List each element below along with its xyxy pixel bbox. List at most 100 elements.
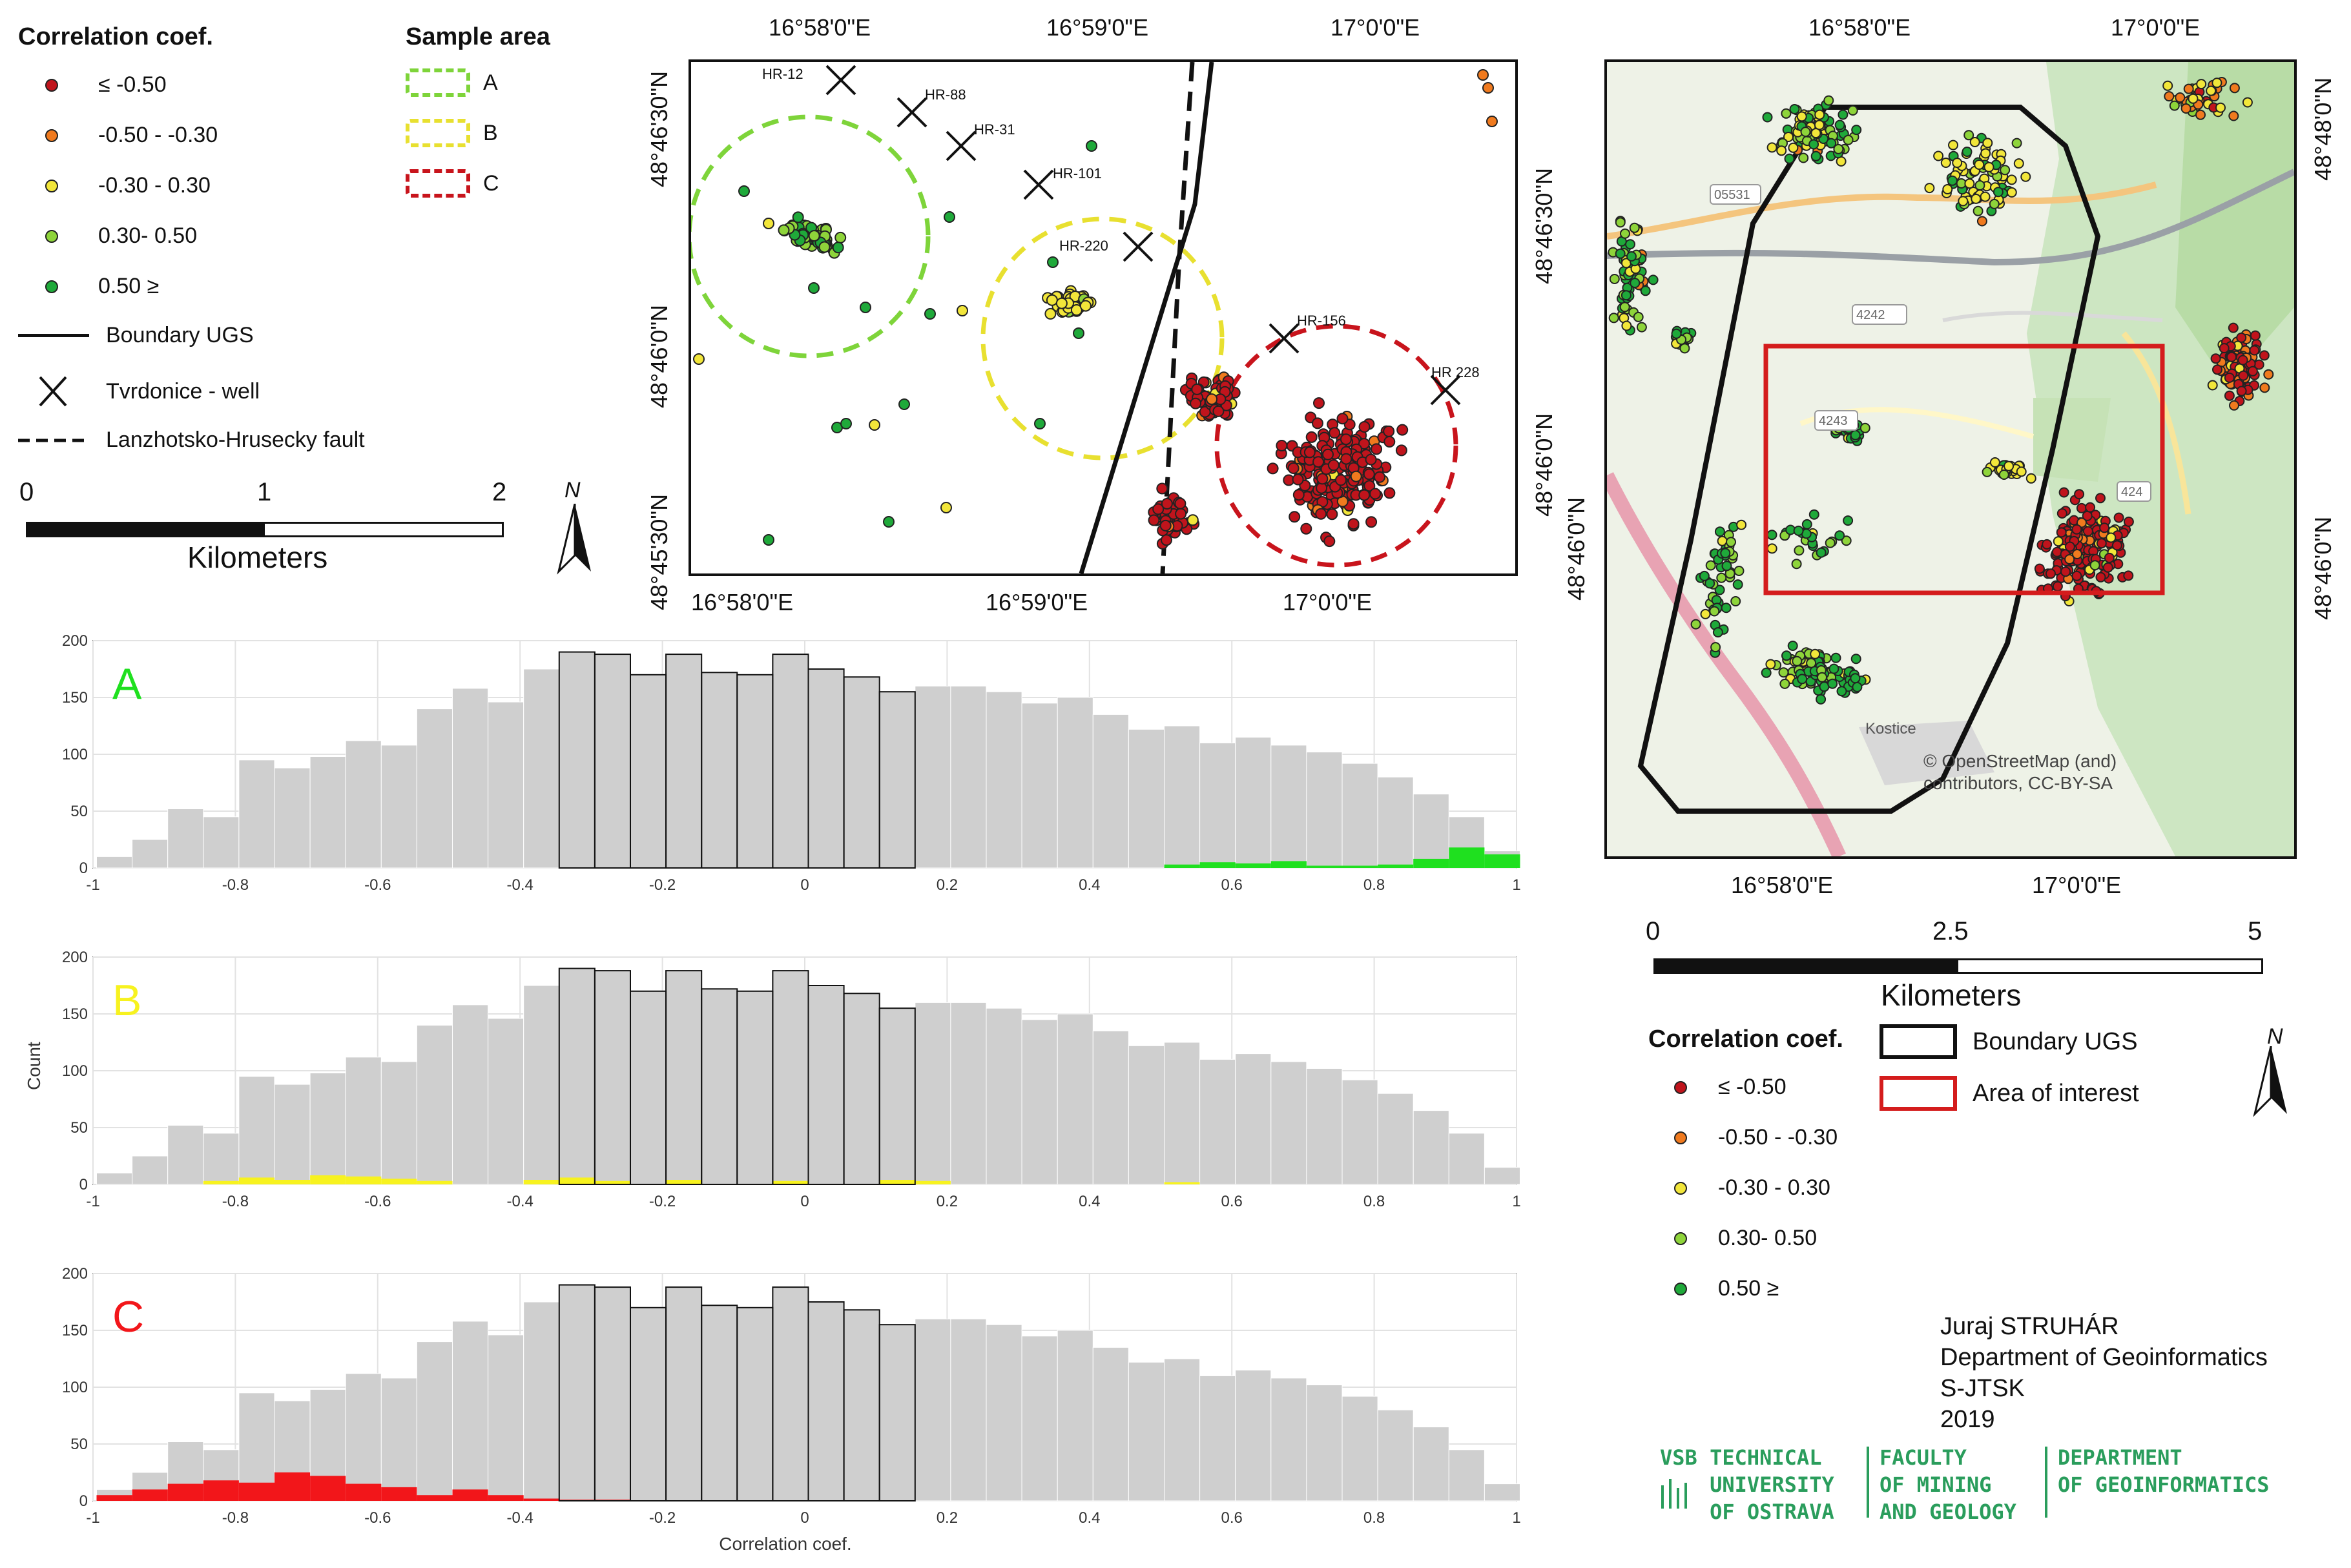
- ov-well-point[interactable]: [1679, 343, 1690, 354]
- well-point[interactable]: [1300, 522, 1312, 535]
- bar-B[interactable]: [417, 1181, 453, 1184]
- ov-well-point[interactable]: [2175, 92, 2186, 103]
- ov-well-point[interactable]: [1710, 642, 1721, 653]
- well-point[interactable]: [1186, 514, 1199, 526]
- well-marker-HR-101[interactable]: HR-101: [1023, 165, 1102, 200]
- bar-A[interactable]: [1449, 847, 1485, 868]
- bar-all[interactable]: [416, 708, 453, 869]
- bar-B[interactable]: [203, 1181, 239, 1184]
- ov-well-point[interactable]: [1783, 132, 1794, 142]
- ov-well-point[interactable]: [1833, 143, 1844, 154]
- well-point[interactable]: [1303, 446, 1316, 459]
- bar-all[interactable]: [1341, 1396, 1378, 1501]
- well-point[interactable]: [1369, 488, 1382, 500]
- well-point[interactable]: [818, 241, 831, 253]
- bar-all[interactable]: [167, 809, 204, 869]
- well-point[interactable]: [763, 218, 774, 229]
- ov-well-point[interactable]: [1852, 681, 1863, 692]
- ov-well-point[interactable]: [2228, 322, 2239, 333]
- ov-well-point[interactable]: [1636, 322, 1647, 333]
- bar-all[interactable]: [416, 1025, 453, 1185]
- bar-all[interactable]: [736, 674, 773, 869]
- well-point[interactable]: [792, 211, 804, 223]
- well-point[interactable]: [1313, 397, 1325, 409]
- ov-well-point[interactable]: [1608, 313, 1619, 324]
- ov-well-point[interactable]: [1712, 627, 1723, 638]
- bar-all[interactable]: [665, 970, 702, 1185]
- bar-B[interactable]: [772, 1181, 809, 1184]
- well-point[interactable]: [1305, 431, 1318, 443]
- bar-C[interactable]: [238, 1482, 274, 1501]
- well-point[interactable]: [1363, 468, 1375, 480]
- bar-all[interactable]: [950, 1318, 987, 1501]
- bar-all[interactable]: [1199, 1375, 1236, 1501]
- ov-well-point[interactable]: [1730, 596, 1741, 606]
- ov-well-point[interactable]: [1850, 429, 1861, 440]
- ov-well-point[interactable]: [1619, 302, 1630, 313]
- ov-well-point[interactable]: [1625, 239, 1635, 250]
- bar-all[interactable]: [559, 968, 596, 1185]
- bar-all[interactable]: [380, 745, 417, 869]
- ov-well-point[interactable]: [1787, 641, 1798, 651]
- ov-well-point[interactable]: [1794, 545, 1805, 556]
- well-point[interactable]: [1358, 489, 1371, 501]
- ov-well-point[interactable]: [1976, 216, 1987, 227]
- ov-well-point[interactable]: [1630, 278, 1641, 289]
- ov-well-point[interactable]: [2242, 97, 2253, 108]
- ov-well-point[interactable]: [2195, 109, 2206, 120]
- ov-well-point[interactable]: [2212, 364, 2222, 375]
- bar-all[interactable]: [274, 1084, 311, 1185]
- bar-all[interactable]: [1413, 1427, 1449, 1501]
- bar-B[interactable]: [879, 1180, 915, 1184]
- bar-C[interactable]: [310, 1476, 346, 1501]
- well-point[interactable]: [1335, 474, 1347, 486]
- well-point[interactable]: [944, 211, 955, 223]
- bar-all[interactable]: [452, 688, 489, 869]
- ov-well-point[interactable]: [2052, 581, 2063, 592]
- ov-well-point[interactable]: [1836, 686, 1847, 697]
- well-point[interactable]: [860, 302, 871, 313]
- bar-all[interactable]: [986, 1324, 1022, 1501]
- ov-well-point[interactable]: [2229, 400, 2239, 411]
- bar-B[interactable]: [310, 1175, 346, 1184]
- bar-all[interactable]: [1128, 1361, 1165, 1501]
- well-point[interactable]: [1365, 453, 1377, 466]
- bar-all[interactable]: [1377, 1409, 1414, 1501]
- bar-C[interactable]: [274, 1472, 311, 1501]
- well-point[interactable]: [1486, 116, 1498, 127]
- bar-all[interactable]: [701, 988, 738, 1185]
- bar-all[interactable]: [1057, 1013, 1093, 1185]
- bar-C[interactable]: [203, 1480, 239, 1501]
- bar-all[interactable]: [879, 1007, 916, 1185]
- ov-well-point[interactable]: [2196, 79, 2207, 90]
- ov-well-point[interactable]: [1814, 109, 1825, 120]
- ov-well-point[interactable]: [1726, 537, 1736, 548]
- well-point[interactable]: [1159, 519, 1172, 531]
- well-point[interactable]: [1327, 459, 1340, 471]
- bar-all[interactable]: [808, 985, 845, 1185]
- bar-all[interactable]: [772, 1286, 809, 1501]
- ov-well-point[interactable]: [1989, 457, 2000, 468]
- ov-well-point[interactable]: [1620, 228, 1630, 239]
- ov-well-point[interactable]: [1766, 142, 1777, 153]
- ov-well-point[interactable]: [1789, 104, 1800, 114]
- bar-all[interactable]: [950, 1002, 987, 1185]
- ov-well-point[interactable]: [1830, 652, 1841, 663]
- ov-well-point[interactable]: [1781, 650, 1792, 661]
- bar-all[interactable]: [1270, 1377, 1307, 1501]
- ov-well-point[interactable]: [1947, 175, 1958, 186]
- ov-well-point[interactable]: [1781, 108, 1792, 119]
- ov-well-point[interactable]: [1924, 183, 1935, 194]
- well-point[interactable]: [1292, 489, 1305, 501]
- ov-well-point[interactable]: [2072, 549, 2082, 559]
- bar-all[interactable]: [844, 993, 880, 1185]
- ov-well-point[interactable]: [1952, 158, 1963, 169]
- ov-well-point[interactable]: [2058, 487, 2069, 498]
- ov-well-point[interactable]: [2123, 570, 2134, 581]
- ov-well-point[interactable]: [2006, 187, 2017, 198]
- well-point[interactable]: [1340, 453, 1352, 465]
- bar-all[interactable]: [1484, 1167, 1520, 1185]
- well-point[interactable]: [808, 282, 820, 294]
- ov-well-point[interactable]: [1942, 184, 1953, 194]
- well-point[interactable]: [1079, 300, 1092, 312]
